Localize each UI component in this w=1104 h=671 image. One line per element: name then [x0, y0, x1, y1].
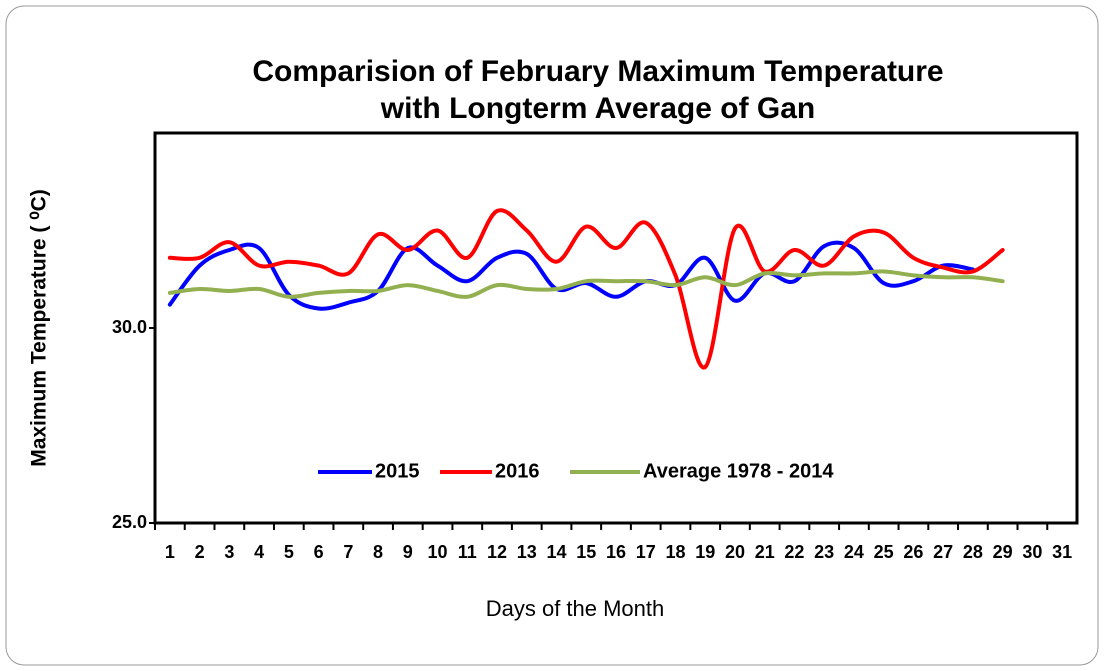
x-tick-label: 30 — [1022, 542, 1042, 562]
x-tick-label: 13 — [517, 542, 537, 562]
legend-label: Average 1978 - 2014 — [643, 460, 834, 482]
y-tick-label: 25.0 — [112, 512, 147, 532]
x-tick-label: 10 — [428, 542, 448, 562]
x-tick-label: 22 — [784, 542, 804, 562]
x-tick-label: 18 — [665, 542, 685, 562]
x-tick-label: 1 — [165, 542, 175, 562]
x-tick-label: 5 — [284, 542, 294, 562]
x-tick-label: 4 — [254, 542, 264, 562]
x-tick-label: 15 — [576, 542, 596, 562]
x-tick-label: 28 — [963, 542, 983, 562]
y-axis-label: Maximum Temperature ( ⁰C) — [28, 189, 51, 467]
x-tick-label: 2 — [195, 542, 205, 562]
chart-title: Comparision of February Maximum Temperat… — [252, 55, 943, 88]
x-tick-label: 7 — [343, 542, 353, 562]
x-tick-label: 23 — [814, 542, 834, 562]
x-tick-label: 3 — [224, 542, 234, 562]
x-tick-label: 19 — [695, 542, 715, 562]
x-tick-label: 20 — [725, 542, 745, 562]
x-tick-label: 8 — [373, 542, 383, 562]
x-tick-label: 11 — [458, 542, 477, 562]
frame — [5, 5, 1099, 666]
x-tick-label: 21 — [755, 542, 775, 562]
line-series — [167, 208, 1005, 370]
x-tick-label: 25 — [874, 542, 894, 562]
x-tick-label: 14 — [547, 542, 567, 562]
x-tick-label: 9 — [403, 542, 413, 562]
legend-label: 2015 — [375, 460, 420, 482]
x-tick-label: 6 — [314, 542, 324, 562]
x-tick-label: 26 — [903, 542, 923, 562]
x-tick-label: 29 — [993, 542, 1013, 562]
x-tick-label: 31 — [1052, 542, 1072, 562]
legend-label: 2016 — [495, 460, 540, 482]
x-axis-label: Days of the Month — [486, 596, 665, 621]
x-tick-label: 16 — [606, 542, 626, 562]
x-tick-label: 24 — [844, 542, 864, 562]
y-tick-label: 30.0 — [112, 317, 147, 337]
chart-title: with Longterm Average of Gan — [380, 92, 816, 125]
x-tick-label: 27 — [933, 542, 953, 562]
x-tick-label: 17 — [636, 542, 656, 562]
line-series — [167, 269, 1005, 299]
x-tick-label: 12 — [487, 542, 507, 562]
line-series — [167, 240, 975, 311]
